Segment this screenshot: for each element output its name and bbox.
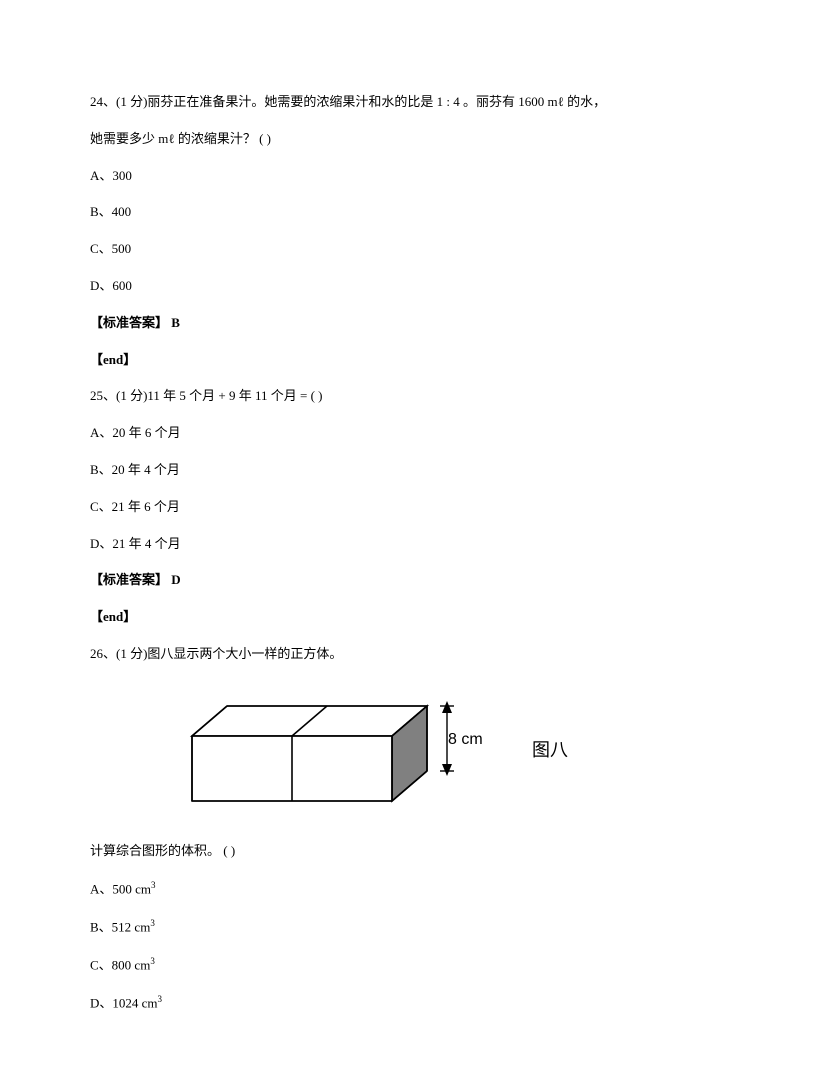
q25-header: 25、(1 分)11 年 5 个月 + 9 年 11 个月 = ( ): [90, 386, 726, 407]
q26-b-text: B、512 cm: [90, 919, 150, 934]
q26-option-a: A、500 cm3: [90, 878, 726, 900]
q26-a-sup: 3: [151, 880, 156, 890]
q24-header-line1: 24、(1 分)丽芬正在准备果汁。她需要的浓缩果汁和水的比是 1 : 4 。丽芬…: [90, 92, 726, 113]
q26-prompt: 计算综合图形的体积。 ( ): [90, 841, 726, 862]
q25-option-a: A、20 年 6 个月: [90, 423, 726, 444]
q26-option-b: B、512 cm3: [90, 916, 726, 938]
dimension-label: 8 cm: [448, 727, 483, 753]
q24-header-line2: 她需要多少 mℓ 的浓缩果汁？ ( ): [90, 129, 726, 150]
q25-option-c: C、21 年 6 个月: [90, 497, 726, 518]
q25-end: 【end】: [90, 607, 726, 628]
q24-answer: 【标准答案】 B: [90, 313, 726, 334]
q24-end: 【end】: [90, 350, 726, 371]
q26-a-text: A、500 cm: [90, 881, 151, 896]
q26-header: 26、(1 分)图八显示两个大小一样的正方体。: [90, 644, 726, 665]
q24-option-c: C、500: [90, 239, 726, 260]
q26-c-text: C、800 cm: [90, 957, 150, 972]
q26-option-c: C、800 cm3: [90, 954, 726, 976]
q25-answer: 【标准答案】 D: [90, 570, 726, 591]
q25-option-b: B、20 年 4 个月: [90, 460, 726, 481]
q26-d-text: D、1024 cm: [90, 995, 158, 1010]
q24-option-a: A、300: [90, 166, 726, 187]
q26-d-sup: 3: [158, 994, 163, 1004]
q24-option-d: D、600: [90, 276, 726, 297]
q25-option-d: D、21 年 4 个月: [90, 534, 726, 555]
figure-caption: 图八: [532, 736, 568, 765]
page-content: 24、(1 分)丽芬正在准备果汁。她需要的浓缩果汁和水的比是 1 : 4 。丽芬…: [0, 0, 816, 1070]
q26-b-sup: 3: [150, 918, 155, 928]
q24-option-b: B、400: [90, 202, 726, 223]
q26-option-d: D、1024 cm3: [90, 992, 726, 1014]
q26-c-sup: 3: [150, 956, 155, 966]
q26-figure: 8 cm 图八: [172, 681, 592, 821]
